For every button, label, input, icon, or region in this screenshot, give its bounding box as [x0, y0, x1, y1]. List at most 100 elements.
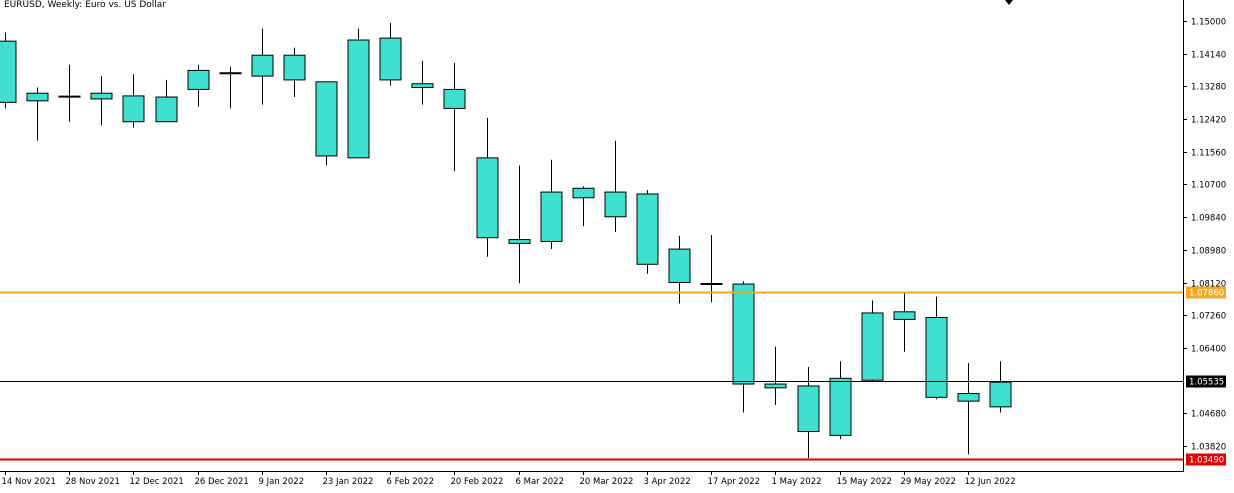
x-tick-label: 6 Feb 2022 [387, 477, 435, 487]
x-tick-label: 17 Apr 2022 [708, 477, 761, 487]
candle [219, 66, 242, 109]
candle [26, 87, 49, 141]
candle-body [251, 54, 274, 77]
candle-body [26, 92, 49, 102]
candle [187, 64, 210, 107]
y-tick-label: 1.13280 [1191, 83, 1226, 93]
y-tick-label: 1.10700 [1191, 181, 1226, 191]
y-tick-label: 1.14140 [1191, 51, 1226, 61]
candle [155, 79, 178, 123]
price-badge-label: 1.03490 [1189, 456, 1224, 466]
candle [379, 22, 402, 86]
candle-body [797, 385, 820, 433]
candle-body [957, 393, 980, 402]
price-badge-red [1186, 453, 1226, 466]
candle-body [829, 377, 852, 436]
x-tick-label: 3 Apr 2022 [644, 477, 691, 487]
candle [476, 117, 499, 257]
candle [508, 165, 531, 284]
candle [315, 81, 338, 166]
x-tick-label: 20 Feb 2022 [451, 477, 504, 487]
candle-body [0, 40, 17, 103]
candle-body [764, 383, 787, 389]
candle-body [476, 157, 499, 239]
candle-body [122, 95, 145, 123]
x-tick-label: 15 May 2022 [837, 477, 892, 487]
x-tick-label: 6 Mar 2022 [516, 477, 564, 487]
candle-body [861, 312, 884, 381]
candle [893, 292, 916, 352]
x-tick-label: 12 Dec 2021 [130, 477, 184, 487]
candle [443, 62, 466, 172]
x-tick-label: 1 May 2022 [772, 477, 822, 487]
candle-body [668, 248, 691, 284]
x-tick-label: 14 Nov 2021 [2, 477, 56, 487]
marker-icon [1005, 0, 1013, 5]
price-badge-label: 1.05535 [1189, 378, 1224, 388]
y-tick-label: 1.07260 [1191, 312, 1226, 322]
candle [58, 64, 81, 122]
y-tick-label: 1.09840 [1191, 214, 1226, 224]
candle-body [893, 311, 916, 320]
candle [700, 235, 723, 303]
x-tick-label: 20 Mar 2022 [580, 477, 634, 487]
chart-title: EURUSD, Weekly: Euro vs. US Dollar [4, 0, 167, 10]
y-tick-label: 1.08980 [1191, 247, 1226, 257]
candle [861, 300, 884, 383]
candle [636, 190, 659, 274]
candle [668, 235, 691, 304]
x-tick-label: 26 Dec 2021 [195, 477, 249, 487]
candle-body [379, 37, 402, 81]
candle [251, 28, 274, 105]
y-tick-label: 1.08120 [1191, 280, 1226, 290]
price-badge-label: 1.07860 [1189, 289, 1224, 299]
candle-body [90, 92, 113, 100]
candle-body [925, 317, 948, 398]
y-tick-label: 1.11560 [1191, 149, 1226, 159]
x-tick-label: 23 Jan 2022 [323, 477, 374, 487]
candle [572, 186, 595, 227]
y-tick-label: 1.15000 [1191, 18, 1226, 28]
candle [604, 140, 627, 232]
x-tick-label: 12 Jun 2022 [965, 477, 1016, 487]
candle [90, 76, 113, 126]
candle-body [347, 39, 370, 159]
y-tick-label: 1.12420 [1191, 116, 1226, 126]
candle-body [187, 69, 210, 90]
candle-body [283, 54, 306, 81]
candle-body [732, 283, 755, 385]
y-tick-label: 1.03820 [1191, 443, 1226, 453]
candle-body [604, 191, 627, 218]
candle [283, 47, 306, 98]
candle-body [636, 193, 659, 265]
candle-body [572, 187, 595, 199]
candle [411, 60, 434, 105]
y-tick-label: 1.06400 [1191, 345, 1226, 355]
x-tick-label: 29 May 2022 [901, 477, 956, 487]
candle [122, 74, 145, 128]
candle [347, 28, 370, 159]
candle-body [443, 88, 466, 109]
candle [925, 296, 948, 400]
candle-body [540, 191, 563, 242]
candle [797, 366, 820, 459]
candle [764, 346, 787, 405]
candle [732, 281, 755, 413]
price-badge-orange [1186, 286, 1226, 299]
y-tick-label: 1.04680 [1191, 410, 1226, 420]
candle-body [508, 239, 531, 244]
candle [829, 361, 852, 440]
candle-body [315, 81, 338, 157]
candle [989, 361, 1012, 413]
x-tick-label: 9 Jan 2022 [259, 477, 305, 487]
candle-body [411, 83, 434, 89]
candle-body [989, 381, 1012, 408]
candle-body [155, 96, 178, 123]
price-badge-current [1186, 375, 1226, 388]
candle [0, 32, 17, 109]
x-tick-label: 28 Nov 2021 [66, 477, 120, 487]
candle [957, 363, 980, 455]
candle [540, 159, 563, 250]
